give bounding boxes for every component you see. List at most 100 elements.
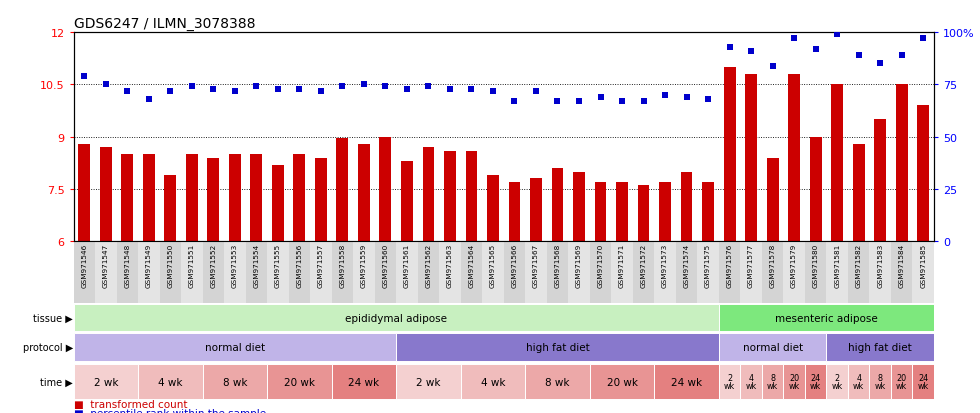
Bar <box>718 334 826 361</box>
Text: GSM971556: GSM971556 <box>296 243 303 287</box>
Text: 8
wk: 8 wk <box>874 373 886 390</box>
Bar <box>783 242 805 304</box>
Point <box>313 88 328 95</box>
Text: GDS6247 / ILMN_3078388: GDS6247 / ILMN_3078388 <box>74 17 255 31</box>
Text: 4
wk: 4 wk <box>853 373 864 390</box>
Text: GSM971580: GSM971580 <box>812 243 818 287</box>
Bar <box>224 242 246 304</box>
Bar <box>809 138 821 242</box>
Text: GSM971577: GSM971577 <box>748 243 754 287</box>
Text: GSM971550: GSM971550 <box>168 243 173 287</box>
Text: GSM971553: GSM971553 <box>232 243 238 287</box>
Bar <box>788 75 800 242</box>
Bar <box>78 144 90 242</box>
Text: GSM971581: GSM971581 <box>834 243 840 287</box>
Text: GSM971578: GSM971578 <box>769 243 775 287</box>
Point <box>614 99 630 105</box>
Bar <box>246 242 268 304</box>
Point <box>721 44 737 51</box>
Bar <box>509 183 520 242</box>
Text: GSM971552: GSM971552 <box>211 243 217 287</box>
Point <box>764 63 780 70</box>
Text: GSM971574: GSM971574 <box>684 243 690 287</box>
Point <box>399 86 415 93</box>
Bar <box>525 242 547 304</box>
Bar <box>805 242 826 304</box>
Bar <box>681 172 693 242</box>
Text: GSM971572: GSM971572 <box>641 243 647 287</box>
Point <box>356 82 371 88</box>
Text: normal diet: normal diet <box>205 342 265 353</box>
Text: GSM971551: GSM971551 <box>189 243 195 287</box>
Bar <box>896 85 907 242</box>
Bar <box>573 172 585 242</box>
Bar <box>74 364 138 399</box>
Text: GSM971569: GSM971569 <box>576 243 582 287</box>
Bar <box>203 242 224 304</box>
Bar <box>633 242 655 304</box>
Text: GSM971549: GSM971549 <box>146 243 152 287</box>
Text: 24
wk: 24 wk <box>917 373 929 390</box>
Bar <box>874 120 886 242</box>
Bar <box>208 158 220 242</box>
Text: GSM971570: GSM971570 <box>598 243 604 287</box>
Point <box>829 32 845 38</box>
Bar <box>660 183 671 242</box>
Text: GSM971554: GSM971554 <box>254 243 260 287</box>
Text: ■  transformed count: ■ transformed count <box>74 399 187 409</box>
Text: GSM971579: GSM971579 <box>791 243 797 287</box>
Bar <box>826 242 848 304</box>
Text: 4 wk: 4 wk <box>481 377 506 387</box>
Point <box>743 48 759 55</box>
Bar <box>422 148 434 242</box>
Bar <box>396 334 718 361</box>
Bar <box>288 242 310 304</box>
Bar <box>379 138 391 242</box>
Bar <box>138 242 160 304</box>
Point <box>141 97 157 103</box>
Bar <box>336 139 348 242</box>
Bar <box>358 144 369 242</box>
Text: 2
wk: 2 wk <box>724 373 735 390</box>
Bar <box>912 242 934 304</box>
Text: 4
wk: 4 wk <box>746 373 757 390</box>
Bar <box>293 155 306 242</box>
Bar <box>251 155 263 242</box>
Bar <box>891 364 912 399</box>
Text: GSM971561: GSM971561 <box>404 243 410 287</box>
Bar <box>374 242 396 304</box>
Bar <box>461 364 525 399</box>
Bar <box>676 242 698 304</box>
Text: GSM971576: GSM971576 <box>726 243 733 287</box>
Bar <box>826 334 934 361</box>
Bar <box>761 364 783 399</box>
Bar <box>530 179 542 242</box>
Bar <box>826 364 848 399</box>
Bar <box>74 334 396 361</box>
Bar <box>466 151 477 242</box>
Bar <box>891 242 912 304</box>
Point <box>249 84 265 90</box>
Bar <box>616 183 628 242</box>
Bar <box>268 242 289 304</box>
Bar <box>331 242 353 304</box>
Text: 20
wk: 20 wk <box>789 373 800 390</box>
Bar <box>74 242 95 304</box>
Text: 8 wk: 8 wk <box>222 377 247 387</box>
Bar <box>740 242 761 304</box>
Point <box>679 95 695 101</box>
Bar <box>74 305 718 331</box>
Bar <box>331 364 396 399</box>
Text: GSM971546: GSM971546 <box>81 243 87 287</box>
Text: ■  percentile rank within the sample: ■ percentile rank within the sample <box>74 408 266 413</box>
Text: GSM971566: GSM971566 <box>512 243 517 287</box>
Bar <box>547 242 568 304</box>
Point <box>184 84 200 90</box>
Text: GSM971571: GSM971571 <box>619 243 625 287</box>
Bar <box>504 242 525 304</box>
Text: high fat diet: high fat diet <box>525 342 589 353</box>
Point <box>485 88 501 95</box>
Bar <box>353 242 374 304</box>
Point <box>636 99 652 105</box>
Point <box>550 99 565 105</box>
